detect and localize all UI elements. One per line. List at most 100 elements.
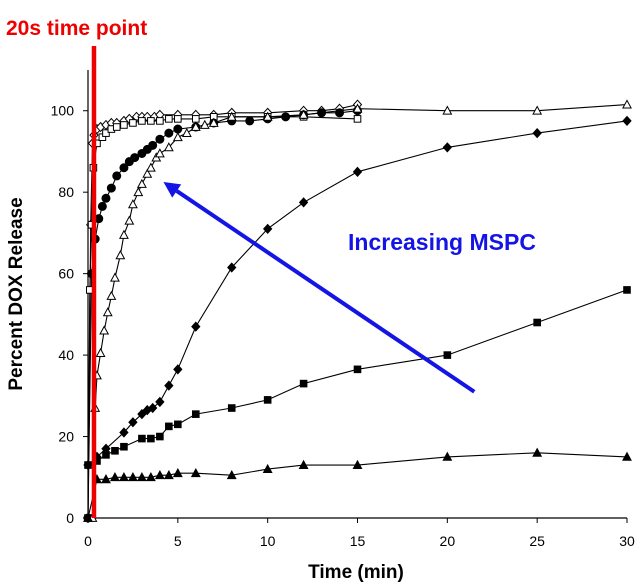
data-point-series-4 [172, 131, 183, 142]
series-line-3 [87, 110, 358, 519]
data-point-series-7 [145, 472, 156, 482]
data-point-series-3 [281, 112, 291, 122]
y-tick-label: 40 [58, 347, 74, 363]
y-axis-title: Percent DOX Release [6, 197, 27, 390]
data-point-series-2 [112, 123, 121, 131]
y-tick-label: 20 [58, 429, 74, 445]
data-point-series-4 [142, 168, 153, 178]
data-point-series-3 [245, 116, 255, 126]
data-point-series-7 [622, 451, 632, 461]
data-point-series-4 [208, 117, 219, 127]
data-point-series-5 [191, 321, 201, 332]
data-point-series-4 [199, 119, 210, 129]
data-point-series-4 [145, 162, 156, 172]
data-point-series-6 [533, 318, 541, 327]
data-point-series-2 [102, 129, 110, 137]
increasing-mspc-annotation: Increasing MSPC [307, 215, 577, 266]
data-point-series-7 [532, 447, 543, 457]
data-point-series-6 [192, 410, 200, 418]
data-point-series-4 [532, 105, 543, 115]
data-point-series-4 [106, 290, 117, 300]
data-point-series-6 [263, 396, 272, 404]
data-point-series-4 [442, 105, 453, 115]
data-point-series-3 [335, 108, 345, 118]
markers-layer [83, 99, 632, 524]
data-point-series-3 [130, 153, 140, 163]
data-point-series-4 [154, 148, 165, 158]
data-point-series-7 [190, 467, 201, 478]
data-point-series-5 [128, 417, 138, 428]
data-point-series-4 [352, 103, 363, 113]
data-point-series-4 [298, 109, 309, 119]
data-point-series-6 [299, 379, 308, 388]
data-point-series-4 [226, 111, 237, 121]
data-point-series-7 [136, 472, 147, 482]
data-point-series-7 [226, 469, 237, 480]
data-point-series-6 [84, 461, 92, 469]
data-point-series-2 [147, 117, 155, 125]
data-point-series-4 [102, 307, 113, 317]
x-tick-label: 20 [440, 533, 456, 549]
data-point-series-7 [172, 467, 183, 478]
data-point-series-2 [120, 121, 128, 129]
series-line-2 [87, 116, 358, 519]
series-line-4 [91, 104, 628, 519]
data-point-series-5 [164, 380, 174, 391]
data-point-series-4 [99, 325, 110, 335]
data-point-series-6 [353, 365, 362, 374]
data-point-series-2 [138, 117, 146, 125]
data-point-series-5 [262, 223, 273, 234]
data-point-series-6 [120, 442, 128, 451]
data-point-series-6 [147, 434, 155, 443]
x-tick-label: 25 [529, 533, 545, 549]
data-point-series-4 [181, 127, 192, 138]
increasing-mspc-arrow [175, 189, 476, 394]
data-point-series-6 [102, 451, 110, 459]
data-point-series-5 [442, 142, 453, 153]
data-point-series-6 [165, 422, 173, 431]
data-point-series-6 [111, 447, 119, 455]
data-point-series-4 [133, 186, 144, 197]
data-point-series-4 [190, 121, 201, 131]
data-point-series-6 [156, 432, 164, 441]
data-point-series-5 [148, 402, 158, 414]
data-point-series-7 [110, 472, 120, 482]
data-point-series-7 [101, 474, 111, 484]
data-point-series-4 [118, 229, 129, 239]
x-tick-label: 10 [260, 533, 276, 549]
data-point-series-7 [262, 463, 273, 474]
data-point-series-7 [298, 459, 309, 469]
x-axis-title: Time (min) [308, 562, 404, 583]
data-point-series-2 [353, 115, 362, 123]
data-point-series-6 [138, 434, 146, 443]
data-point-series-6 [623, 286, 631, 294]
annotation-box [307, 215, 577, 266]
y-tick-label: 80 [58, 184, 74, 200]
data-point-series-3 [106, 183, 116, 193]
x-tick-label: 15 [350, 533, 366, 549]
increasing-mspc-arrow-head [163, 182, 182, 198]
series-line-1 [87, 104, 358, 519]
data-point-series-4 [622, 99, 632, 109]
data-point-series-6 [443, 351, 452, 359]
data-point-series-5 [155, 396, 165, 408]
data-point-series-2 [129, 119, 137, 127]
data-point-series-7 [442, 451, 453, 461]
x-tick-label: 30 [619, 533, 635, 549]
series-line-6 [87, 289, 628, 466]
time-point-label: 20s time point [6, 17, 147, 40]
data-point-series-7 [163, 469, 174, 480]
data-point-series-4 [163, 142, 174, 152]
data-point-series-4 [115, 250, 126, 260]
data-point-series-2 [174, 115, 182, 123]
x-tick-label: 5 [174, 533, 182, 549]
data-point-series-5 [137, 409, 147, 420]
data-point-series-7 [118, 472, 129, 482]
x-tick-label: 0 [84, 533, 92, 549]
data-point-series-3 [97, 201, 107, 211]
data-point-series-7 [154, 469, 165, 480]
data-point-series-4 [136, 178, 147, 188]
data-point-series-4 [110, 272, 120, 282]
data-point-series-3 [119, 163, 129, 173]
